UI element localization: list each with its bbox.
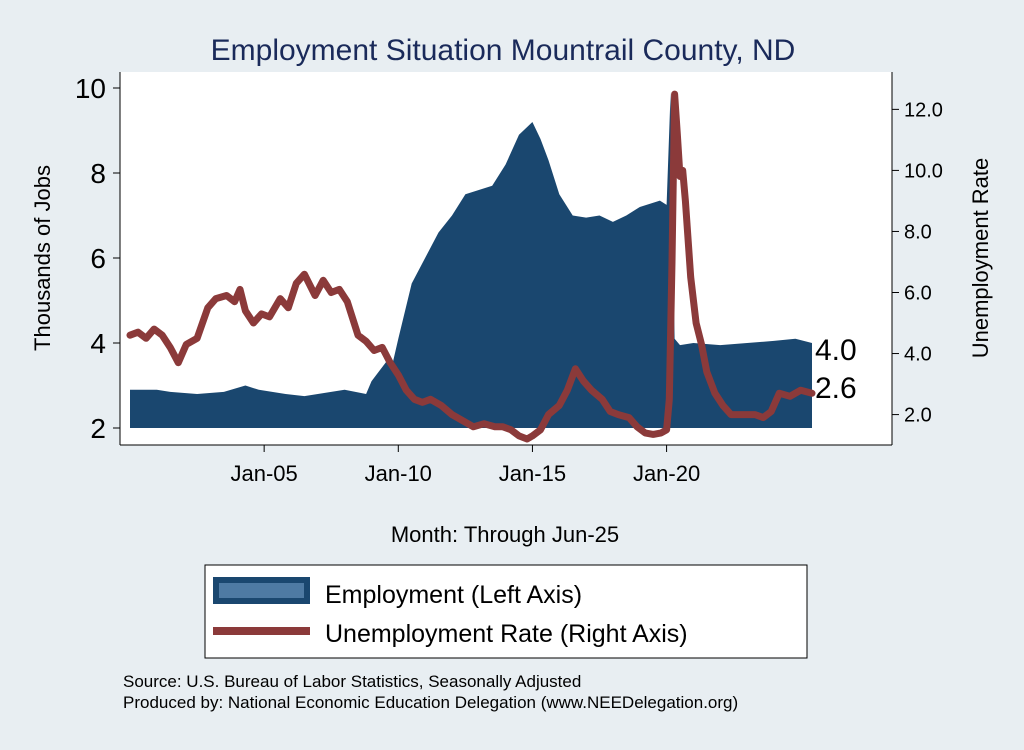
left-tick-label: 4 [90, 328, 106, 359]
left-tick-label: 6 [90, 243, 106, 274]
chart-title: Employment Situation Mountrail County, N… [211, 34, 796, 67]
legend-employment-swatch-inner [219, 583, 304, 598]
x-axis-ticks: Jan-05 Jan-10 Jan-15 Jan-20 [231, 445, 700, 486]
employment-area-layer [130, 92, 812, 429]
right-tick-label: 2.0 [904, 405, 932, 427]
right-tick-label: 12.0 [904, 99, 943, 121]
x-tick-label: Jan-15 [499, 461, 566, 486]
right-axis-ticks: 2.0 4.0 6.0 8.0 10.0 12.0 [892, 99, 943, 427]
legend-employment-label: Employment (Left Axis) [325, 581, 582, 609]
x-tick-label: Jan-20 [633, 461, 700, 486]
right-tick-label: 4.0 [904, 344, 932, 366]
unemployment-line-layer [126, 90, 816, 443]
x-tick-label: Jan-05 [231, 461, 298, 486]
left-tick-label: 10 [75, 73, 106, 104]
left-axis-label: Thousands of Jobs [30, 165, 55, 351]
unemployment-line [126, 90, 816, 443]
x-axis-label: Month: Through Jun-25 [391, 522, 619, 547]
right-tick-label: 10.0 [904, 160, 943, 182]
produced-by-line: Produced by: National Economic Education… [123, 693, 739, 712]
unemployment-end-label: 2.6 [815, 372, 857, 405]
left-axis-ticks: 2 4 6 8 10 [75, 73, 120, 444]
legend: Employment (Left Axis) Unemployment Rate… [204, 564, 808, 659]
x-tick-label: Jan-10 [365, 461, 432, 486]
source-line: Source: U.S. Bureau of Labor Statistics,… [123, 672, 582, 691]
left-tick-label: 2 [90, 413, 106, 444]
legend-unemployment-label: Unemployment Rate (Right Axis) [325, 620, 688, 648]
right-tick-label: 8.0 [904, 221, 932, 243]
right-axis-label: Unemployment Rate [968, 158, 993, 359]
left-tick-label: 8 [90, 158, 106, 189]
right-tick-label: 6.0 [904, 282, 932, 304]
employment-end-label: 4.0 [815, 334, 857, 367]
employment-area [130, 92, 812, 429]
